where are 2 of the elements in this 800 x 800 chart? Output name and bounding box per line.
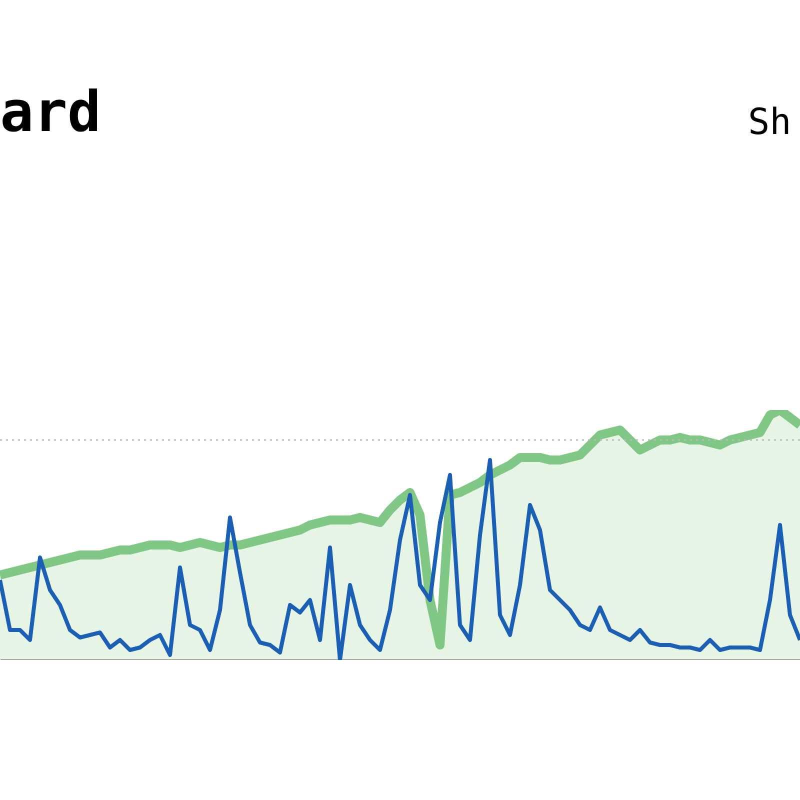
chart-title: ard (0, 80, 102, 145)
text: Sh (748, 102, 792, 143)
